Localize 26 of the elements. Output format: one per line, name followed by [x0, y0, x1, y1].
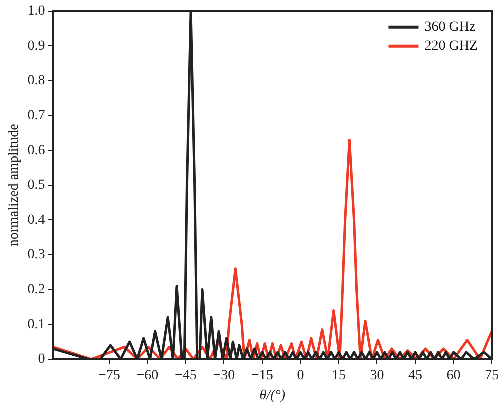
y-tick-label: 0.9 — [28, 38, 46, 54]
x-tick-label: −30 — [213, 368, 236, 384]
x-tick-label: 75 — [485, 368, 499, 384]
x-tick-label: −15 — [251, 368, 274, 384]
y-tick-label: 0.3 — [28, 248, 46, 263]
y-tick-label: 0.4 — [28, 212, 46, 228]
y-tick-label: 0.7 — [28, 108, 46, 124]
x-tick-label: 45 — [408, 368, 422, 384]
x-tick-label: 0 — [297, 368, 304, 384]
x-tick-label: −75 — [98, 368, 120, 384]
y-tick-label: 0 — [38, 352, 46, 368]
y-axis-title: normalized amplitude — [7, 124, 22, 247]
x-tick-label: 60 — [446, 368, 461, 384]
x-axis-title: θ/(°) — [260, 388, 286, 404]
x-tick-label: 15 — [332, 368, 346, 384]
y-tick-label: 0.1 — [28, 317, 46, 332]
y-tick-label: 0.6 — [28, 143, 46, 158]
legend-label: 220 GHZ — [424, 39, 478, 54]
legend-label: 360 GHz — [424, 20, 476, 36]
y-tick-label: 0.2 — [28, 282, 46, 298]
x-tick-label: 30 — [370, 368, 384, 384]
y-tick-label: 1.0 — [28, 4, 46, 20]
x-tick-label: −60 — [136, 368, 159, 384]
y-tick-label: 0.5 — [28, 178, 46, 194]
y-tick-label: 0.8 — [28, 74, 46, 89]
x-tick-label: −45 — [174, 368, 197, 384]
